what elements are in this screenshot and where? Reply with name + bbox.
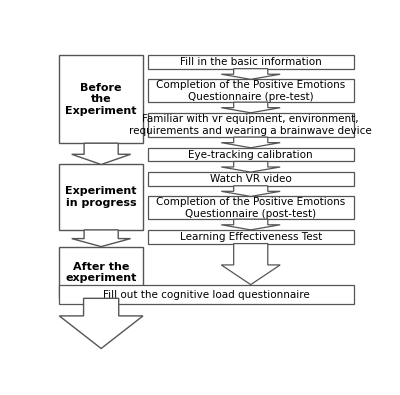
Bar (148, 79, 354, 102)
Bar (59, 246, 143, 298)
Polygon shape (221, 244, 280, 285)
Text: After the
experiment: After the experiment (66, 261, 137, 283)
Polygon shape (72, 143, 131, 164)
Bar (59, 285, 354, 305)
Text: Completion of the Positive Emotions
Questionnaire (post-test): Completion of the Positive Emotions Ques… (156, 197, 345, 219)
Bar (148, 113, 354, 137)
Bar (148, 148, 354, 162)
Text: Eye-tracking calibration: Eye-tracking calibration (188, 150, 313, 160)
Polygon shape (221, 186, 280, 196)
Polygon shape (221, 162, 280, 172)
Polygon shape (59, 298, 143, 348)
Bar (148, 230, 354, 244)
Polygon shape (221, 137, 280, 148)
Polygon shape (221, 219, 280, 230)
Bar (148, 172, 354, 186)
Bar (148, 55, 354, 69)
Text: Experiment
in progress: Experiment in progress (66, 186, 137, 208)
Bar (59, 55, 143, 143)
Bar (148, 196, 354, 219)
Text: Fill out the cognitive load questionnaire: Fill out the cognitive load questionnair… (103, 290, 310, 299)
Polygon shape (221, 102, 280, 113)
Text: Watch VR video: Watch VR video (210, 174, 292, 184)
Text: Learning Effectiveness Test: Learning Effectiveness Test (180, 232, 322, 242)
Polygon shape (221, 69, 280, 79)
Text: Before
the
Experiment: Before the Experiment (66, 83, 137, 116)
Text: Familiar with vr equipment, environment,
requirements and wearing a brainwave de: Familiar with vr equipment, environment,… (129, 114, 372, 136)
Text: Completion of the Positive Emotions
Questionnaire (pre-test): Completion of the Positive Emotions Ques… (156, 80, 345, 102)
Text: Fill in the basic information: Fill in the basic information (180, 57, 322, 67)
Polygon shape (72, 230, 131, 246)
Bar (59, 164, 143, 230)
